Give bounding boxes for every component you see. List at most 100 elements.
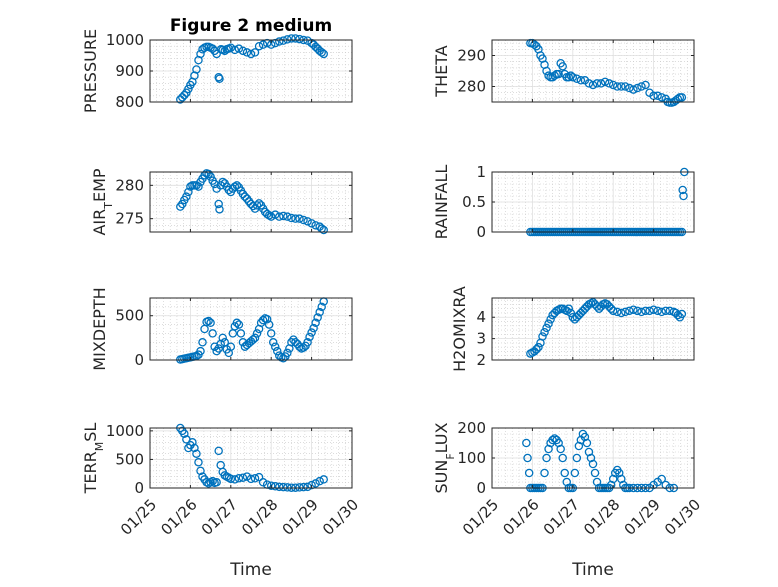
data-point [266, 329, 276, 338]
data-point [540, 327, 549, 337]
data-point [258, 315, 268, 325]
y-tick-label: 100 [457, 449, 486, 467]
data-point [250, 474, 260, 483]
y-axis-label: H2OMIXRA [450, 286, 469, 372]
panel-h2omixra: 2 3 4 H2OMIXRA [450, 286, 695, 372]
data-point [678, 185, 687, 195]
data-point [268, 338, 278, 347]
data-point [238, 473, 248, 482]
x-tick-label: 01/25 [459, 496, 502, 539]
data-point [210, 179, 219, 189]
data-point [313, 313, 322, 322]
data-point [194, 182, 203, 191]
data-point [291, 34, 300, 43]
data-point [596, 79, 606, 88]
data-point [299, 215, 308, 225]
data-point [617, 308, 626, 318]
y-tick-label: 280 [115, 176, 144, 194]
x-tick-label: 01/27 [540, 496, 583, 539]
y-tick-label: 2 [476, 351, 486, 369]
data-point [540, 468, 549, 478]
data-point [215, 205, 224, 214]
data-point [250, 333, 260, 343]
data-point [283, 483, 292, 492]
data-point [550, 71, 559, 80]
data-point [315, 476, 324, 486]
data-point [230, 475, 240, 484]
y-tick-label: 1 [476, 163, 486, 181]
data-point [279, 36, 288, 45]
data-point [266, 212, 276, 221]
data-point [234, 474, 244, 483]
axes-frame [491, 297, 695, 361]
data-point [299, 482, 308, 492]
data-point [653, 306, 662, 316]
data-point [291, 214, 300, 223]
data-point [319, 49, 328, 59]
data-point [248, 335, 258, 344]
data-point [307, 219, 316, 228]
data-point [653, 91, 662, 101]
data-point [254, 41, 264, 51]
data-point [637, 82, 646, 91]
x-tick-label: 01/25 [117, 496, 160, 539]
data-point [566, 308, 576, 318]
data-point [637, 307, 646, 317]
data-point [600, 77, 610, 87]
y-axis-label: TERRMSL [81, 423, 106, 495]
data-point [523, 453, 532, 463]
data-point [270, 210, 280, 219]
data-point [252, 329, 262, 338]
y-tick-label: 1000 [106, 31, 144, 49]
data-point [182, 192, 191, 201]
y-tick-label: 200 [457, 419, 486, 437]
data-point [192, 449, 201, 458]
data-point [319, 225, 328, 235]
data-point [572, 74, 582, 84]
axes-frame [149, 171, 353, 233]
data-point [242, 48, 252, 57]
data-point [522, 438, 531, 448]
data-point [542, 453, 551, 463]
panel-rainfall: 0 0.5 1 RAINFALL [432, 163, 695, 241]
data-point [266, 481, 276, 490]
data-point [295, 34, 304, 44]
data-point [196, 346, 205, 356]
data-point [582, 438, 592, 448]
data-point [254, 199, 264, 208]
data-point [307, 480, 316, 490]
data-point [270, 342, 280, 351]
data-point [180, 429, 189, 438]
data-point [184, 84, 193, 94]
y-tick-label: 500 [115, 450, 144, 468]
data-point [275, 37, 284, 46]
data-point [194, 458, 203, 467]
data-point [576, 76, 586, 85]
data-point [315, 307, 324, 317]
axes-frame [149, 297, 353, 361]
data-point [215, 74, 224, 84]
data-point [544, 319, 553, 328]
data-point [319, 475, 328, 484]
data-point [275, 212, 284, 221]
data-point [283, 212, 292, 221]
data-point [299, 343, 308, 352]
y-axis-label: THETA [432, 45, 451, 97]
y-axis-label: AIRTEMP [90, 168, 115, 235]
data-point [230, 45, 240, 55]
y-tick-label: 900 [115, 62, 144, 80]
panel-theta: 280 290 THETA [432, 38, 695, 107]
data-point [279, 482, 288, 492]
data-point [208, 44, 217, 53]
data-point [305, 332, 314, 342]
y-tick-label: 1000 [106, 422, 144, 440]
data-point [264, 320, 274, 329]
data-point [645, 306, 654, 316]
data-point [311, 318, 320, 328]
figure-title: Figure 2 medium [170, 16, 332, 36]
data-point [275, 482, 284, 492]
data-point [564, 72, 574, 82]
